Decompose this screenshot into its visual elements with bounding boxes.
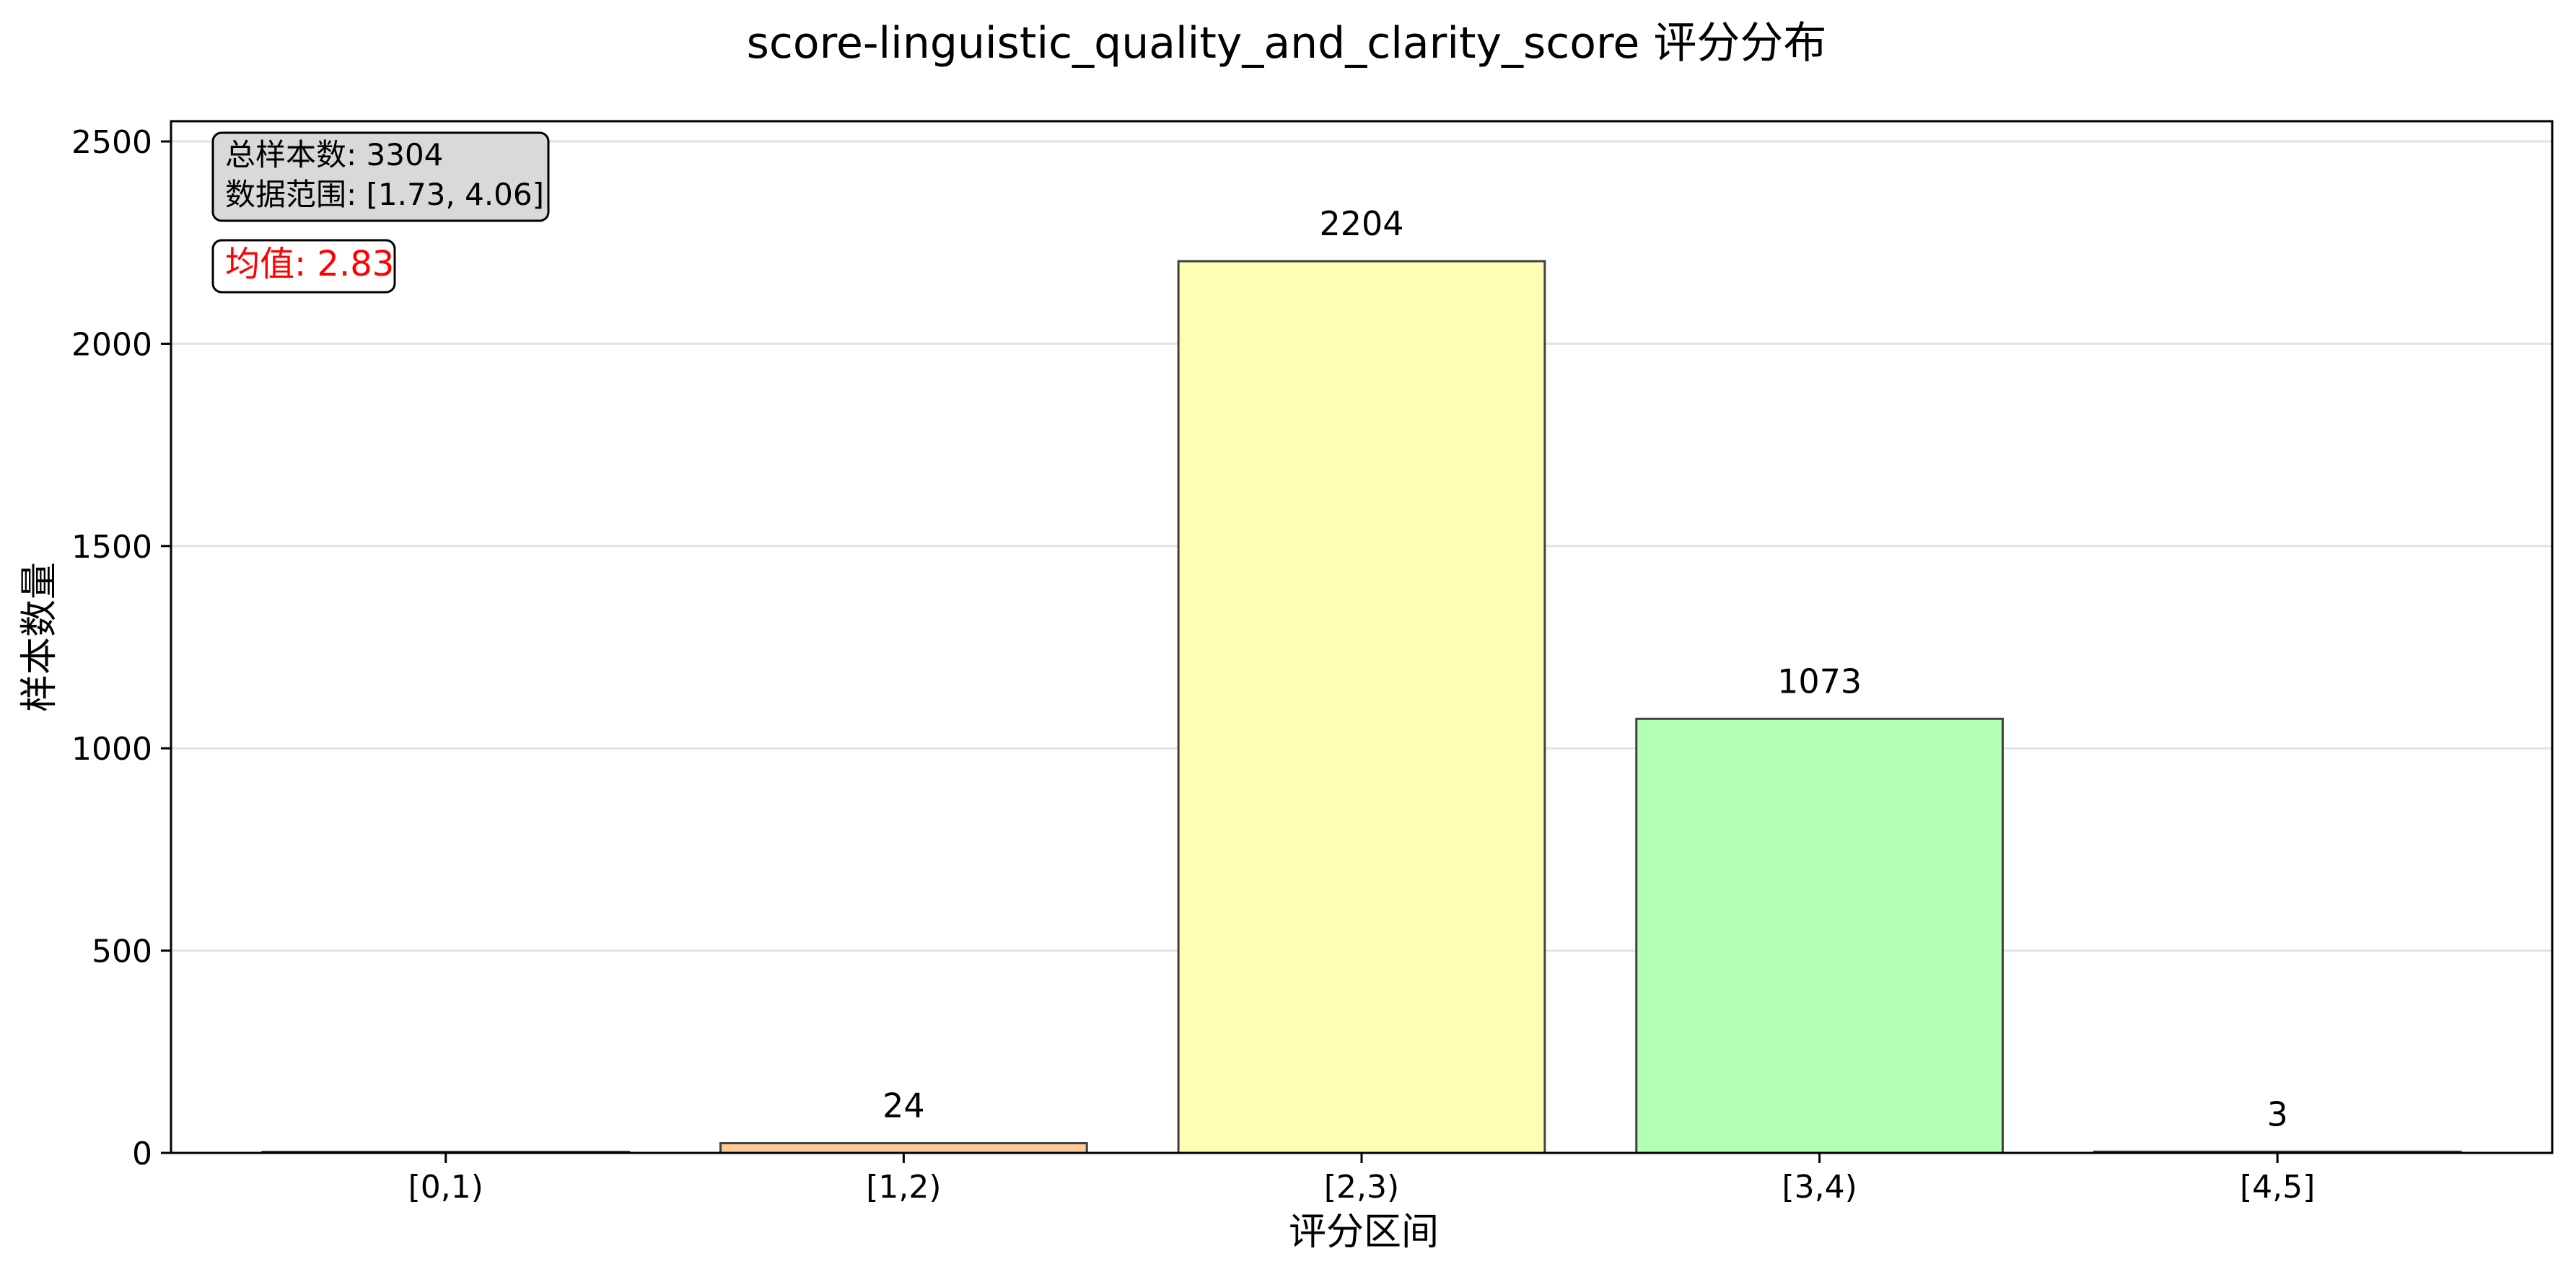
y-tick-label-0: 0 [132, 1136, 152, 1172]
mean-box: 均值: 2.83 [211, 239, 396, 294]
chart-title: score-linguistic_quality_and_clarity_sco… [747, 18, 1827, 69]
info-box-background [211, 131, 550, 222]
bar-[2,3) [1177, 260, 1546, 1154]
y-tick-label-1500: 1500 [71, 529, 152, 566]
y-tick-label-500: 500 [92, 934, 152, 970]
y-tick-label-1000: 1000 [71, 731, 152, 768]
bar-[3,4) [1635, 717, 2004, 1154]
mean-box-background [211, 239, 396, 294]
y-tick-label-2000: 2000 [71, 326, 152, 363]
data-label-[1,2): 24 [882, 1087, 925, 1125]
data-labels-group: 24 2204 1073 3 [882, 204, 2288, 1133]
y-axis-label: 样本数量 [18, 562, 61, 712]
x-axis-ticks: [0,1) [1,2) [2,3) [3,4) [4,5] [408, 1153, 2315, 1206]
y-axis-ticks: 0 500 1000 1500 2000 2500 [71, 124, 171, 1172]
x-axis-label: 评分区间 [1289, 1211, 1439, 1254]
y-tick-label-2500: 2500 [71, 124, 152, 161]
x-tick-label-4: [4,5] [2240, 1169, 2315, 1206]
data-label-[2,3): 2204 [1319, 204, 1403, 243]
info-box: 总样本数: 3304 数据范围: [1.73, 4.06] [211, 131, 550, 222]
x-tick-label-3: [3,4) [1782, 1169, 1857, 1206]
info-total-samples: 总样本数: 3304 [225, 137, 443, 172]
bar-[1,2) [719, 1142, 1088, 1154]
mean-label: 均值: 2.83 [225, 244, 394, 284]
data-label-[3,4): 1073 [1777, 662, 1862, 701]
x-tick-label-1: [1,2) [866, 1169, 941, 1206]
x-tick-label-0: [0,1) [408, 1169, 483, 1206]
data-label-[4,5]: 3 [2267, 1094, 2288, 1133]
plot-frame [170, 120, 2554, 1154]
x-tick-label-2: [2,3) [1324, 1169, 1399, 1206]
info-data-range: 数据范围: [1.73, 4.06] [225, 177, 544, 212]
